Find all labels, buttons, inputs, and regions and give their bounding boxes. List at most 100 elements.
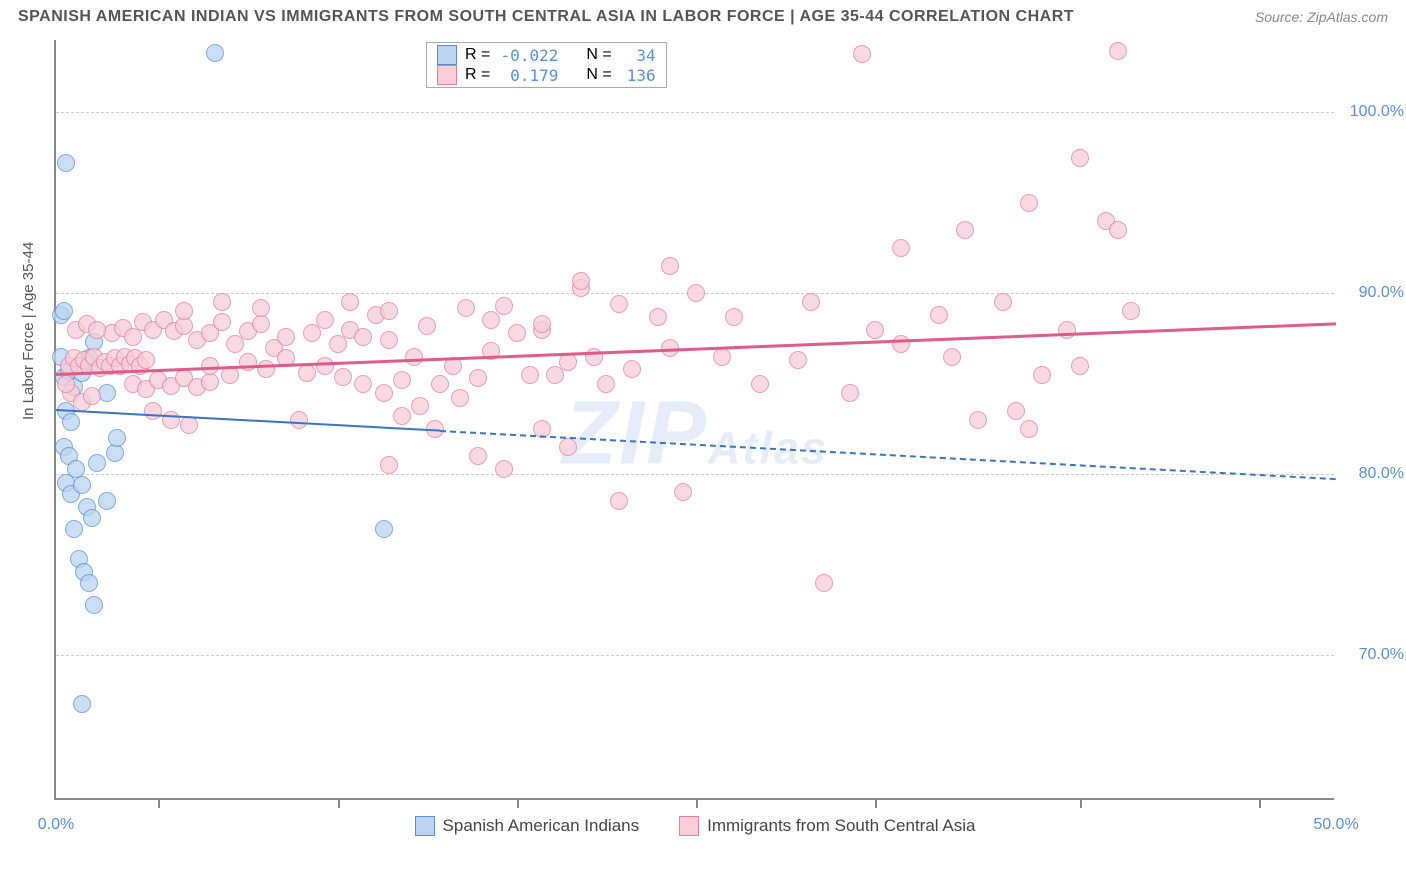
scatter-point — [610, 492, 628, 510]
legend-item: Spanish American Indians — [415, 816, 640, 836]
legend-swatch — [679, 816, 699, 836]
chart-title: SPANISH AMERICAN INDIAN VS IMMIGRANTS FR… — [18, 8, 1074, 26]
scatter-point — [1007, 402, 1025, 420]
scatter-point — [610, 295, 628, 313]
scatter-point — [137, 351, 155, 369]
scatter-point — [892, 335, 910, 353]
scatter-point — [334, 368, 352, 386]
scatter-point — [213, 313, 231, 331]
scatter-point — [80, 574, 98, 592]
trend-line — [440, 430, 1336, 480]
scatter-point — [508, 324, 526, 342]
scatter-point — [994, 293, 1012, 311]
scatter-point — [713, 348, 731, 366]
scatter-point — [495, 460, 513, 478]
x-tick-label: 50.0% — [1313, 816, 1358, 834]
scatter-point — [892, 239, 910, 257]
scatter-point — [451, 389, 469, 407]
scatter-point — [144, 402, 162, 420]
scatter-point — [380, 302, 398, 320]
scatter-point — [88, 454, 106, 472]
scatter-point — [354, 375, 372, 393]
legend-item: Immigrants from South Central Asia — [679, 816, 975, 836]
source-label: Source: ZipAtlas.com — [1255, 9, 1388, 25]
scatter-point — [257, 360, 275, 378]
r-label: R = — [465, 46, 490, 64]
scatter-point — [162, 411, 180, 429]
scatter-point — [405, 348, 423, 366]
scatter-point — [55, 302, 73, 320]
scatter-point — [495, 297, 513, 315]
n-value: 34 — [620, 46, 656, 65]
scatter-point — [533, 315, 551, 333]
scatter-point — [866, 321, 884, 339]
scatter-point — [1033, 366, 1051, 384]
r-label: R = — [465, 66, 490, 84]
x-tick — [696, 798, 698, 808]
legend-label: Spanish American Indians — [443, 816, 640, 836]
scatter-point — [789, 351, 807, 369]
scatter-point — [411, 397, 429, 415]
x-tick-label: 0.0% — [38, 816, 74, 834]
legend-swatch — [415, 816, 435, 836]
scatter-point — [725, 308, 743, 326]
legend-swatch — [437, 65, 457, 85]
scatter-point — [418, 317, 436, 335]
legend-swatch — [437, 45, 457, 65]
x-tick — [338, 798, 340, 808]
y-axis-title: In Labor Force | Age 35-44 — [20, 242, 37, 420]
n-label: N = — [586, 66, 611, 84]
scatter-point — [1020, 420, 1038, 438]
x-tick — [1080, 798, 1082, 808]
scatter-point — [956, 221, 974, 239]
scatter-point — [674, 483, 692, 501]
scatter-point — [380, 331, 398, 349]
gridline-h — [56, 474, 1334, 475]
scatter-point — [316, 357, 334, 375]
y-tick-label: 90.0% — [1344, 284, 1404, 302]
scatter-point — [1109, 42, 1127, 60]
scatter-point — [88, 321, 106, 339]
r-value: -0.022 — [498, 46, 558, 65]
scatter-point — [277, 328, 295, 346]
scatter-point — [393, 407, 411, 425]
scatter-point — [213, 293, 231, 311]
scatter-point — [572, 272, 590, 290]
stats-legend-row: R =-0.022N =34 — [437, 45, 656, 65]
scatter-point — [546, 366, 564, 384]
gridline-h — [56, 112, 1334, 113]
scatter-point — [802, 293, 820, 311]
scatter-point — [57, 375, 75, 393]
scatter-point — [62, 413, 80, 431]
y-tick-label: 100.0% — [1344, 103, 1404, 121]
scatter-point — [623, 360, 641, 378]
scatter-point — [661, 257, 679, 275]
r-value: 0.179 — [498, 66, 558, 85]
scatter-point — [341, 293, 359, 311]
scatter-point — [1109, 221, 1127, 239]
scatter-point — [290, 411, 308, 429]
scatter-point — [815, 574, 833, 592]
scatter-point — [98, 492, 116, 510]
scatter-point — [206, 44, 224, 62]
stats-legend: R =-0.022N =34R =0.179N =136 — [426, 42, 667, 88]
scatter-point — [482, 311, 500, 329]
scatter-point — [65, 520, 83, 538]
x-tick — [1259, 798, 1261, 808]
series-legend: Spanish American Indians Immigrants from … — [56, 816, 1334, 836]
scatter-point — [375, 384, 393, 402]
scatter-point — [1071, 357, 1089, 375]
scatter-point — [57, 154, 75, 172]
scatter-point — [329, 335, 347, 353]
scatter-point — [73, 476, 91, 494]
scatter-point — [393, 371, 411, 389]
scatter-point — [597, 375, 615, 393]
x-tick — [875, 798, 877, 808]
scatter-point — [180, 416, 198, 434]
scatter-point — [252, 299, 270, 317]
scatter-point — [751, 375, 769, 393]
scatter-point — [175, 302, 193, 320]
scatter-point — [969, 411, 987, 429]
title-bar: SPANISH AMERICAN INDIAN VS IMMIGRANTS FR… — [0, 0, 1406, 30]
scatter-point — [469, 447, 487, 465]
